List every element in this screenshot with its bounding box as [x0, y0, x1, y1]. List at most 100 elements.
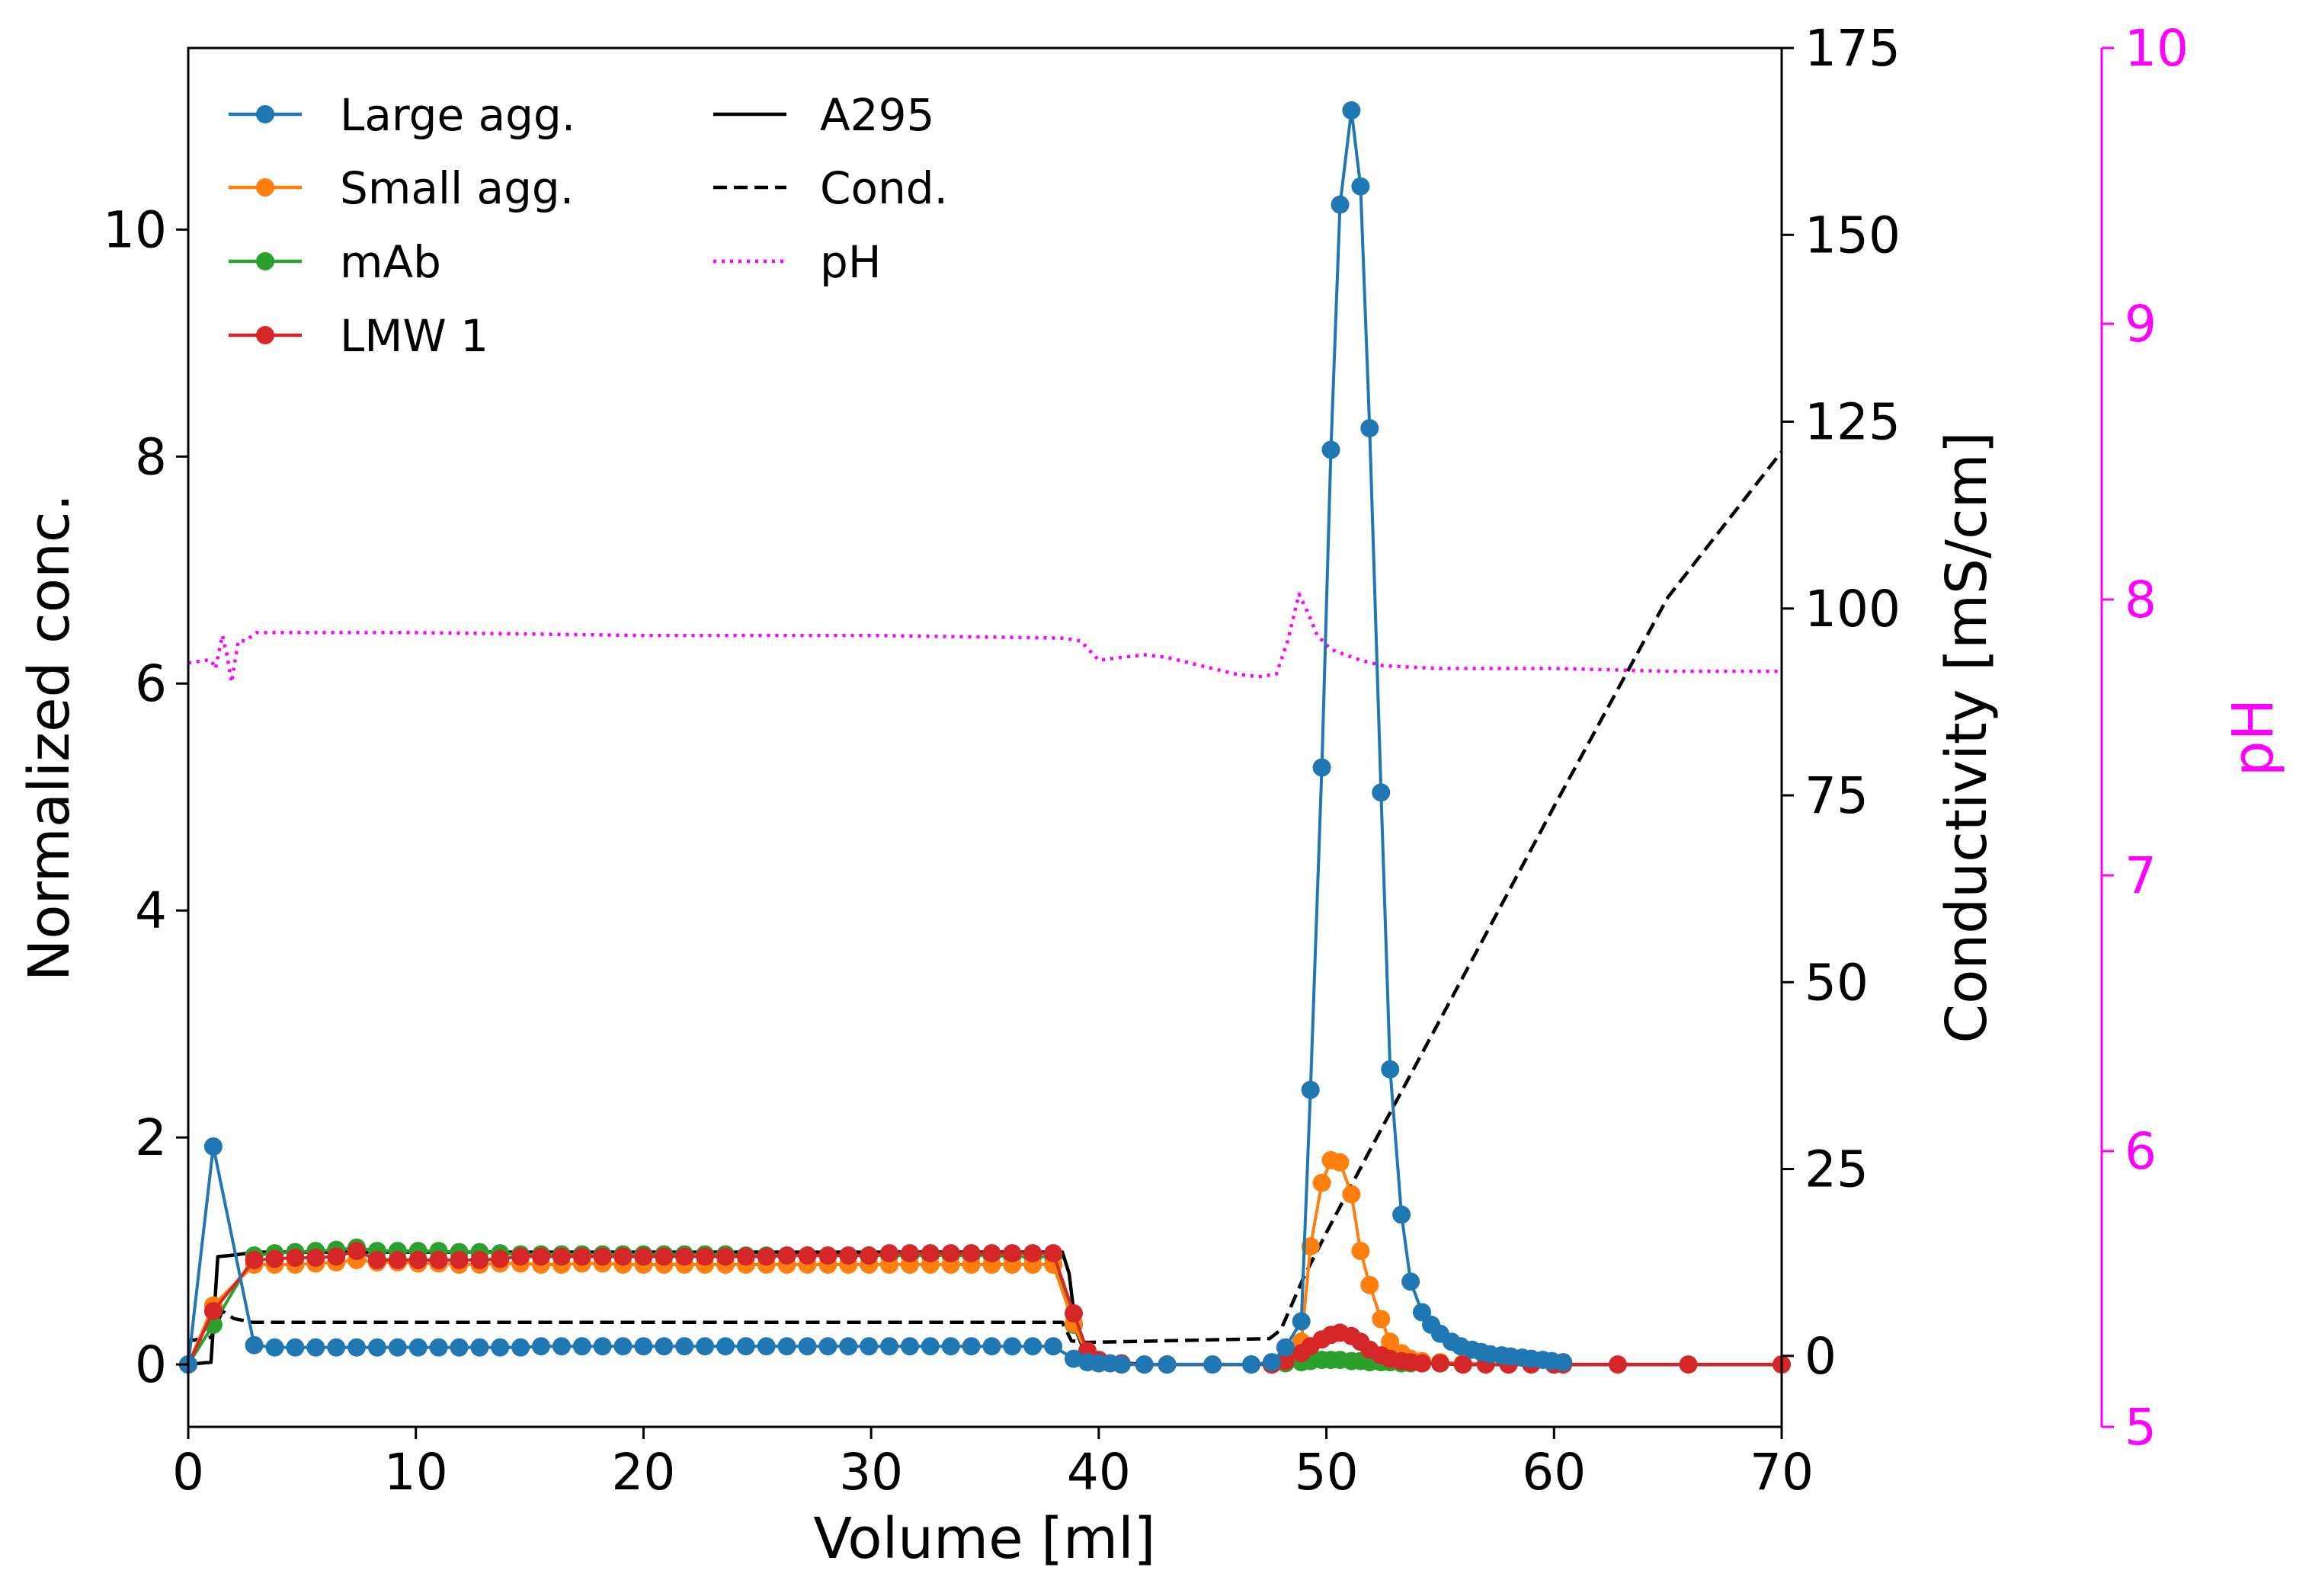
data-point-large-agg: [286, 1338, 305, 1357]
legend-label-lmw1: LMW 1: [340, 310, 488, 362]
data-point-lmw-1: [1413, 1354, 1431, 1373]
data-point-lmw-1: [491, 1249, 510, 1268]
data-point-large-agg: [1112, 1355, 1131, 1374]
y-axis-ph: 5 6 7 8 9 10: [2100, 19, 2189, 1457]
data-point-large-agg: [696, 1337, 715, 1356]
x-tick-label: 10: [384, 1443, 448, 1502]
data-point-large-agg: [532, 1337, 550, 1356]
data-point-large-agg: [1158, 1355, 1177, 1374]
data-point-lmw-1: [1679, 1355, 1698, 1374]
data-point-lmw-1: [921, 1244, 940, 1263]
data-point-large-agg: [408, 1338, 428, 1357]
ph-tick-label: 5: [2125, 1398, 2157, 1457]
data-point-large-agg: [839, 1337, 858, 1356]
data-point-lmw-1: [962, 1244, 981, 1263]
series-line-cond: [187, 450, 1783, 1345]
data-point-lmw-1: [429, 1251, 448, 1269]
y2-axis-title: Conductivity [mS/cm]: [1934, 431, 2000, 1043]
data-point-large-agg: [1262, 1353, 1281, 1372]
data-point-large-agg: [798, 1337, 817, 1356]
data-point-lmw-1: [245, 1251, 264, 1269]
x-tick-label: 70: [1750, 1443, 1814, 1502]
data-point-large-agg: [367, 1338, 386, 1357]
data-point-lmw-1: [1023, 1244, 1042, 1263]
data-point-lmw-1: [613, 1247, 632, 1266]
legend-entry-a295: A295: [713, 89, 934, 141]
y-tick-label: 2: [135, 1108, 167, 1167]
data-point-large-agg: [880, 1337, 898, 1356]
data-point-large-agg: [265, 1338, 284, 1357]
data-point-large-agg: [1044, 1337, 1063, 1356]
data-point-lmw-1: [327, 1247, 346, 1266]
legend-label-ph: pH: [820, 236, 881, 288]
data-point-lmw-1: [1003, 1244, 1022, 1263]
data-point-lmw-1: [572, 1247, 591, 1266]
x-tick-label: 40: [1067, 1443, 1131, 1502]
y2-tick-label: 50: [1805, 953, 1869, 1012]
y2-tick-label: 150: [1805, 206, 1901, 264]
y2-tick-label: 25: [1805, 1140, 1869, 1199]
ph-tick-label: 7: [2125, 846, 2157, 905]
ph-tick-label: 6: [2125, 1122, 2157, 1181]
data-point-large-agg: [962, 1337, 981, 1356]
data-point-large-agg: [1401, 1272, 1420, 1291]
data-point-large-agg: [429, 1338, 448, 1357]
data-point-lmw-1: [736, 1247, 755, 1266]
data-point-lmw-1: [982, 1244, 1001, 1263]
data-point-lmw-1: [367, 1251, 386, 1269]
legend-entry-lmw1: LMW 1: [229, 310, 488, 362]
legend-label-mab: mAb: [340, 236, 441, 288]
y-tick-label: 8: [135, 427, 167, 486]
plot-frame: [187, 46, 1783, 1428]
y2-tick-label: 125: [1805, 393, 1901, 452]
data-point-large-agg: [921, 1337, 940, 1356]
data-point-small-agg: [1372, 1310, 1391, 1329]
y-axis-conductivity: 0 25 50 75 100 125 150 175: [1782, 19, 1901, 1386]
data-point-large-agg: [572, 1337, 591, 1356]
legend-entry-cond: Cond.: [713, 162, 948, 214]
legend-label-large-agg: Large agg.: [340, 89, 575, 141]
data-point-lmw-1: [880, 1244, 898, 1263]
series-cond: [187, 450, 1783, 1345]
data-point-large-agg: [900, 1337, 919, 1356]
data-point-large-agg: [1276, 1338, 1295, 1357]
data-point-large-agg: [982, 1337, 1001, 1356]
legend-entry-mab: mAb: [229, 236, 441, 288]
data-point-large-agg: [511, 1338, 530, 1357]
data-point-small-agg: [1381, 1332, 1400, 1351]
legend-label-a295: A295: [820, 89, 934, 141]
data-point-lmw-1: [777, 1246, 796, 1265]
data-point-large-agg: [306, 1338, 325, 1357]
data-point-large-agg: [634, 1337, 653, 1356]
data-point-large-agg: [1003, 1337, 1022, 1356]
data-point-lmw-1: [1276, 1351, 1295, 1371]
series-line-ph: [187, 592, 1782, 684]
y-tick-label: 0: [135, 1335, 167, 1394]
data-point-large-agg: [675, 1337, 694, 1356]
data-point-lmw-1: [900, 1244, 919, 1263]
data-point-large-agg: [1301, 1080, 1320, 1099]
y-axis-title: Normalized conc.: [17, 494, 82, 981]
ph-tick-label: 9: [2125, 295, 2157, 353]
data-point-large-agg: [450, 1338, 469, 1357]
y2-tick-label: 175: [1805, 19, 1901, 78]
data-point-lmw-1: [1044, 1244, 1063, 1263]
data-point-lmw-1: [388, 1251, 407, 1269]
data-point-large-agg: [1321, 440, 1340, 459]
data-point-lmw-1: [306, 1249, 325, 1267]
y-tick-label: 4: [135, 881, 167, 940]
legend-entry-small-agg: Small agg.: [229, 162, 574, 214]
data-point-lmw-1: [552, 1247, 571, 1266]
data-point-lmw-1: [265, 1249, 284, 1268]
data-point-large-agg: [347, 1338, 366, 1357]
y-tick-label: 10: [103, 200, 167, 259]
data-point-large-agg: [736, 1337, 755, 1356]
x-tick-label: 30: [839, 1443, 903, 1502]
data-point-lmw-1: [1430, 1354, 1449, 1373]
data-point-large-agg: [1392, 1205, 1411, 1224]
y2-tick-label: 100: [1805, 580, 1901, 638]
data-point-lmw-1: [347, 1242, 366, 1261]
data-point-large-agg: [1331, 195, 1350, 214]
data-point-lmw-1: [716, 1247, 735, 1266]
data-point-large-agg: [1381, 1060, 1400, 1079]
